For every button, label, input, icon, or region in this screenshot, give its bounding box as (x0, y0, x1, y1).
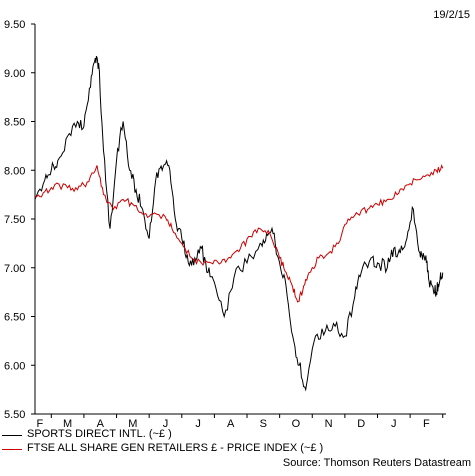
x-tick-label: D (357, 418, 365, 428)
y-tick-label: 5.50 (4, 409, 25, 421)
x-tick-label: J (391, 418, 397, 428)
line-chart: 5.50 6.00 6.50 7.00 7.50 8.00 8.50 9.00 9.50 F M A M… (4, 19, 446, 428)
x-tick-label: M (63, 418, 72, 428)
chart-legend: SPORTS DIRECT INTL. (~£ ) FTSE ALL SHARE… (0, 428, 475, 456)
legend-swatch-sports-direct (2, 435, 22, 436)
series-line-ftse-retailers (34, 164, 444, 303)
x-tick-label: S (260, 418, 267, 428)
x-tick-label: F (37, 418, 44, 428)
x-tick-label: J (195, 418, 201, 428)
legend-swatch-ftse-retailers (2, 449, 22, 450)
y-tick-label: 9.00 (4, 68, 25, 80)
series-line-sports-direct (34, 55, 444, 392)
legend-item-ftse-retailers: FTSE ALL SHARE GEN RETAILERS £ - PRICE I… (0, 442, 475, 456)
x-tick-label: O (292, 418, 301, 428)
y-tick-label: 7.00 (4, 263, 25, 275)
x-tick-label: A (97, 418, 105, 428)
x-tick-label: N (325, 418, 333, 428)
x-tick-label: M (128, 418, 137, 428)
chart-date: 19/2/15 (433, 9, 470, 21)
x-tick-label: J (163, 418, 169, 428)
y-tick-label: 6.50 (4, 312, 25, 324)
y-tick-label: 6.00 (4, 360, 25, 372)
legend-label-sports-direct: SPORTS DIRECT INTL. (~£ ) (27, 428, 172, 440)
y-tick-label: 8.50 (4, 117, 25, 129)
y-tick-label: 7.50 (4, 214, 25, 226)
x-tick-label: A (227, 418, 235, 428)
source-note: Source: Thomson Reuters Datastream (282, 457, 471, 469)
x-tick-label: F (423, 418, 430, 428)
y-tick-label: 9.50 (4, 19, 25, 31)
legend-label-ftse-retailers: FTSE ALL SHARE GEN RETAILERS £ - PRICE I… (27, 442, 324, 454)
y-tick-label: 8.00 (4, 165, 25, 177)
legend-item-sports-direct: SPORTS DIRECT INTL. (~£ ) (0, 428, 475, 442)
